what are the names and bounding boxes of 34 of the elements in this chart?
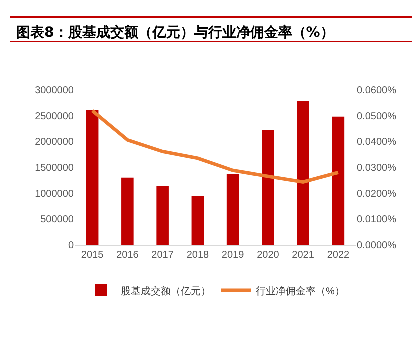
y-tick-label: 2500000 — [35, 111, 74, 122]
y-tick-label: 0 — [68, 240, 74, 252]
legend-label: 股基成交额（亿元） — [121, 285, 211, 298]
bar — [156, 186, 169, 245]
bar — [86, 110, 99, 245]
bar — [297, 101, 310, 245]
y-tick-label: 3000000 — [35, 86, 74, 96]
x-tick-label: 2022 — [327, 250, 350, 261]
x-tick-label: 2019 — [222, 250, 245, 261]
bar — [122, 178, 134, 245]
y2-tick-label: 0.0300% — [357, 163, 397, 174]
y2-tick-label: 0.0500% — [357, 111, 397, 122]
y2-tick-label: 0.0100% — [357, 214, 397, 226]
y-tick-label: 1500000 — [35, 163, 74, 174]
chart-title: 图表8：股基成交额（亿元）与行业净佣金率（%） — [16, 24, 334, 42]
x-tick-label: 2015 — [81, 250, 104, 261]
bar — [192, 196, 204, 245]
y2-tick-label: 0.0600% — [357, 86, 397, 96]
y2-tick-label: 0.0400% — [357, 137, 397, 148]
y2-tick-label: 0.0200% — [357, 188, 397, 200]
y-tick-label: 500000 — [40, 214, 74, 226]
y-tick-label: 2000000 — [35, 137, 74, 148]
line-series — [90, 109, 340, 184]
bar — [332, 116, 345, 245]
x-tick-label: 2020 — [257, 250, 280, 261]
legend-label: 行业净佣金率（%） — [256, 285, 345, 298]
x-tick-label: 2017 — [152, 250, 174, 261]
x-tick-label: 2018 — [186, 250, 210, 261]
x-tick-label: 2021 — [292, 250, 315, 261]
y-tick-label: 1000000 — [35, 188, 74, 200]
bar — [226, 174, 240, 245]
x-tick-label: 2016 — [116, 250, 140, 261]
bar — [262, 130, 274, 245]
y2-tick-label: 0.0000% — [357, 240, 397, 252]
